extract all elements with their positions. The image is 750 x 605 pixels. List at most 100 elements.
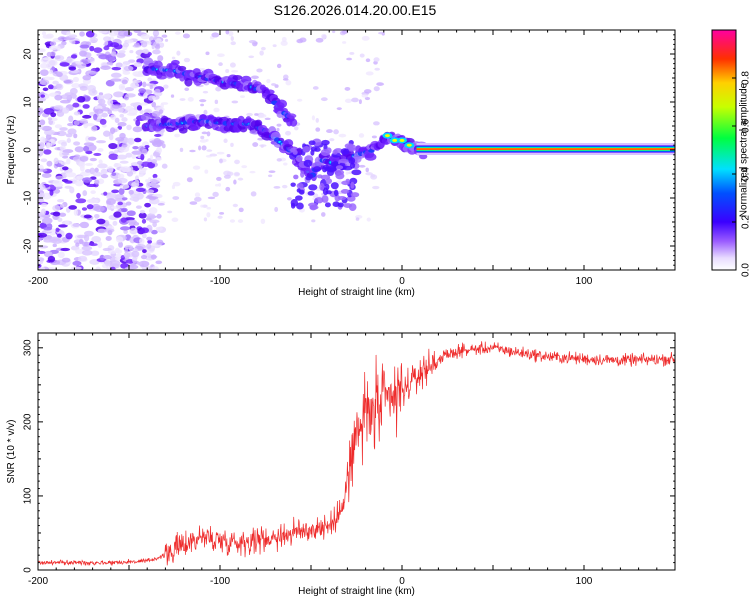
y-tick-label: 200 — [23, 413, 34, 430]
heatmap-cell — [155, 157, 162, 161]
heatmap-cell — [117, 173, 125, 180]
heatmap-cell — [54, 55, 61, 60]
heatmap-cell — [72, 102, 80, 108]
heatmap-cell — [296, 182, 304, 189]
heatmap-cell — [308, 202, 318, 208]
heatmap-cell — [237, 177, 244, 181]
ridge-halo — [419, 153, 428, 160]
heatmap-cell — [84, 230, 94, 237]
heatmap-cell — [71, 40, 76, 45]
heatmap-cell — [370, 174, 376, 178]
heatmap-cell — [146, 236, 153, 241]
heatmap-cell — [295, 195, 303, 201]
heatmap-cell — [141, 218, 147, 224]
heatmap-cell — [153, 34, 158, 40]
heatmap-cell — [82, 190, 88, 197]
heatmap-cell — [256, 68, 263, 73]
heatmap-cell — [111, 189, 120, 194]
heatmap-cell — [41, 31, 47, 36]
heatmap-cell — [140, 102, 149, 106]
heatmap-cell — [315, 117, 319, 123]
heatmap-cell — [179, 98, 186, 101]
heatmap-cell — [145, 83, 156, 87]
heatmap-cell — [167, 210, 173, 214]
heatmap-cell — [140, 227, 150, 234]
heatmap-cell — [373, 57, 380, 62]
heatmap-cell — [89, 167, 96, 175]
heatmap-cell — [93, 47, 103, 53]
heatmap-cell — [45, 133, 52, 141]
heatmap-cell — [159, 42, 165, 48]
heatmap-cell — [57, 217, 63, 223]
heatmap-cell — [120, 213, 126, 217]
y-tick-label: 0 — [23, 567, 34, 573]
heatmap-cell — [125, 201, 132, 206]
heatmap-cell — [374, 67, 380, 71]
heatmap-cell — [139, 109, 144, 114]
heatmap-cell — [82, 177, 93, 183]
heatmap-cell — [214, 183, 219, 187]
heatmap-cell — [148, 177, 152, 180]
heatmap-cell — [151, 229, 158, 235]
heatmap-cell — [119, 166, 130, 173]
heatmap-cell — [55, 175, 64, 180]
heatmap-cell — [219, 211, 225, 215]
heatmap-cell — [160, 102, 169, 105]
heatmap-cell — [46, 160, 53, 167]
bottom-y-axis-label: SNR (10 * v/v) — [6, 420, 17, 484]
heatmap-cell — [234, 172, 240, 176]
heatmap-cell — [326, 147, 332, 154]
heatmap-cell — [229, 219, 236, 223]
heatmap-cell — [183, 57, 191, 63]
ridge-halo — [184, 77, 193, 87]
heatmap-cell — [332, 30, 336, 34]
heatmap-cell — [150, 181, 157, 188]
heatmap-cell — [123, 252, 131, 259]
heatmap-cell — [267, 174, 273, 178]
y-tick-label: 0 — [23, 147, 34, 153]
ridge-halo — [264, 89, 275, 95]
heatmap-cell — [144, 144, 150, 149]
ridge-peak — [392, 138, 398, 142]
heatmap-cell — [179, 147, 184, 153]
heatmap-cell — [207, 196, 216, 200]
heatmap-cell — [130, 102, 138, 107]
colorbar-tick-label: 0.8 — [741, 71, 750, 85]
heatmap-cell — [38, 250, 46, 254]
heatmap-cell — [41, 173, 52, 178]
heatmap-cell — [132, 79, 141, 83]
heatmap-cell — [320, 97, 328, 102]
heatmap-cell — [64, 180, 73, 184]
heatmap-cell — [90, 250, 100, 256]
heatmap-cell — [321, 139, 330, 146]
heatmap-cell — [225, 30, 230, 35]
heatmap-cell — [358, 133, 365, 138]
heatmap-cell — [83, 214, 92, 219]
ridge-peak — [399, 138, 405, 142]
heatmap-cell — [55, 227, 60, 233]
heatmap-cell — [70, 266, 82, 270]
heatmap-cell — [65, 57, 73, 64]
heatmap-cell — [365, 167, 369, 173]
heatmap-cell — [115, 256, 121, 262]
heatmap-cell — [98, 98, 106, 105]
heatmap-cell — [285, 80, 292, 86]
heatmap-cell — [96, 140, 107, 144]
ridge-halo — [171, 59, 180, 66]
heatmap-cell — [90, 125, 98, 132]
heatmap-cell — [48, 45, 58, 51]
heatmap-cell — [307, 191, 315, 196]
heatmap-cell — [38, 142, 45, 149]
heatmap-cell — [99, 254, 105, 261]
ridge-halo — [285, 113, 297, 119]
y-tick-label: -10 — [23, 190, 34, 205]
heatmap-cell — [170, 94, 175, 98]
heatmap-cell — [203, 217, 208, 222]
heatmap-cell — [163, 84, 169, 89]
heatmap-cell — [68, 115, 74, 123]
y-tick-label: 20 — [23, 48, 34, 60]
x-tick-label: -200 — [28, 576, 48, 587]
heatmap-cell — [138, 212, 147, 219]
heatmap-cell — [121, 117, 128, 122]
